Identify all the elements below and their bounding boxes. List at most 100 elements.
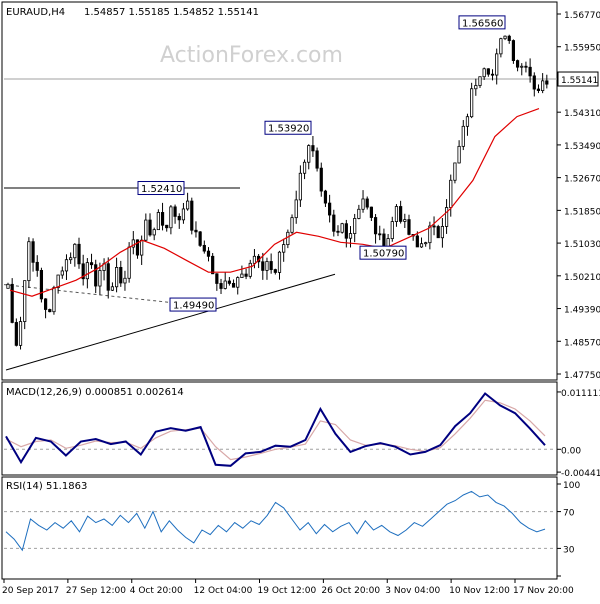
candle-body — [294, 199, 298, 219]
candle-body — [470, 88, 474, 118]
candle-body — [290, 217, 294, 233]
candle-body — [173, 206, 177, 217]
price-tick-label: 1.51850 — [564, 207, 600, 217]
candle-body — [35, 261, 39, 271]
candle-body — [415, 235, 419, 248]
candle-body — [323, 190, 328, 204]
candle-body — [369, 206, 373, 218]
annotation-label: 1.50790 — [363, 249, 404, 260]
candle-body — [81, 263, 85, 280]
drawn-lines — [3, 78, 557, 371]
candle-body — [361, 198, 365, 210]
candle-body — [490, 73, 495, 76]
candle-body — [449, 179, 453, 208]
time-tick-label: 17 Nov 20:00 — [513, 586, 574, 596]
candle-body — [165, 224, 169, 229]
candle-body — [511, 40, 516, 61]
candle-body — [140, 239, 144, 256]
candle-body — [407, 219, 411, 235]
candle-body — [43, 298, 48, 310]
candle-body — [373, 217, 378, 235]
rsi-tick-label: 70 — [563, 509, 575, 519]
candle-body — [482, 68, 486, 78]
candle-body — [77, 243, 81, 265]
candle-body — [541, 80, 545, 91]
time-tick-label: 3 Nov 04:00 — [385, 586, 440, 596]
candle-body — [206, 250, 211, 257]
rsi-tick-label: 100 — [563, 481, 580, 491]
price-tag-label: 1.55141 — [561, 76, 598, 86]
candle-body — [478, 76, 482, 86]
candle-body — [536, 88, 541, 91]
candle-body — [240, 273, 244, 278]
candle-body — [261, 261, 265, 271]
price-tick-label: 1.52670 — [564, 175, 600, 185]
candle-body — [486, 68, 490, 75]
price-annotations: 1.52410 1.49490 1.53920 1.50790 1.56560 — [137, 15, 506, 312]
candle-body — [219, 283, 223, 289]
macd-tick-label: 0.011111 — [561, 389, 600, 399]
candle-body — [160, 212, 165, 226]
candle-body — [244, 273, 248, 277]
price-tick-label: 1.56770 — [564, 11, 600, 21]
macd-tick-label: -0.004419 — [561, 469, 600, 479]
candle-body — [357, 208, 361, 219]
time-axis-ticks: 20 Sep 2017 27 Sep 12:00 4 Oct 20:00 12 Oct… — [2, 579, 574, 596]
candle-body — [378, 233, 382, 236]
candle-body — [444, 207, 449, 227]
candle-body — [23, 280, 27, 322]
candle-body — [231, 282, 236, 288]
candle-body — [524, 65, 528, 68]
candle-body — [190, 200, 194, 231]
macd-layer: 0.011111 0.00 -0.004419 — [4, 389, 600, 479]
candle-body — [252, 255, 257, 264]
candle-body — [64, 259, 69, 272]
time-tick-label: 26 Oct 20:00 — [321, 586, 380, 596]
annotation-box — [137, 181, 185, 196]
candle-body — [424, 242, 428, 245]
candle-body — [282, 244, 286, 253]
candle-body — [311, 145, 315, 152]
rsi-label: RSI(14) 51.1863 — [6, 481, 87, 492]
price-tick-label: 1.55950 — [564, 44, 600, 54]
candle-body — [156, 212, 160, 231]
rsi-line — [5, 490, 546, 552]
candle-body — [515, 60, 520, 68]
price-tick-label: 1.50210 — [564, 273, 600, 283]
candle-body — [419, 243, 424, 248]
candle-body — [119, 267, 123, 284]
candle-body — [73, 243, 77, 259]
time-tick-label: 19 Oct 12:00 — [258, 586, 317, 596]
candle-body — [545, 80, 549, 85]
header-ohlc: 1.54857 1.55185 1.54852 1.55141 — [84, 7, 259, 18]
candle-body — [465, 116, 470, 127]
candle-body — [495, 53, 499, 76]
candle-body — [298, 172, 302, 201]
price-tag-box — [557, 71, 599, 87]
time-tick-label: 10 Nov 12:00 — [449, 586, 510, 596]
candle-body — [152, 229, 156, 236]
candle-body — [14, 322, 18, 346]
rsi-tick-label: 30 — [563, 545, 575, 555]
candle-body — [277, 251, 282, 273]
rsi-layer: 100 70 30 — [4, 481, 580, 577]
candle-body — [123, 277, 127, 284]
candle-body — [6, 283, 10, 289]
candle-body — [48, 309, 52, 313]
header-symbol-timeframe: EURAUD,H4 — [6, 7, 65, 18]
candle-body — [27, 241, 31, 282]
price-tick-label: 1.47750 — [564, 371, 600, 381]
time-tick-label: 12 Oct 04:00 — [194, 586, 253, 596]
time-tick-label: 20 Sep 2017 — [2, 586, 59, 596]
time-tick-label: 4 Oct 20:00 — [130, 586, 183, 596]
candle-body — [307, 145, 311, 163]
price-axis-ticks: 1.56770 1.55950 1.54310 1.53490 1.52670 1.518… — [557, 11, 600, 381]
candle-body — [202, 244, 206, 252]
candle-body — [269, 261, 273, 270]
macd-main-line — [5, 392, 546, 467]
candle-body — [520, 65, 524, 68]
candle-body — [399, 206, 403, 222]
annotation-box — [169, 297, 217, 312]
candle-body — [432, 225, 436, 228]
dashed-support-line — [3, 284, 191, 306]
